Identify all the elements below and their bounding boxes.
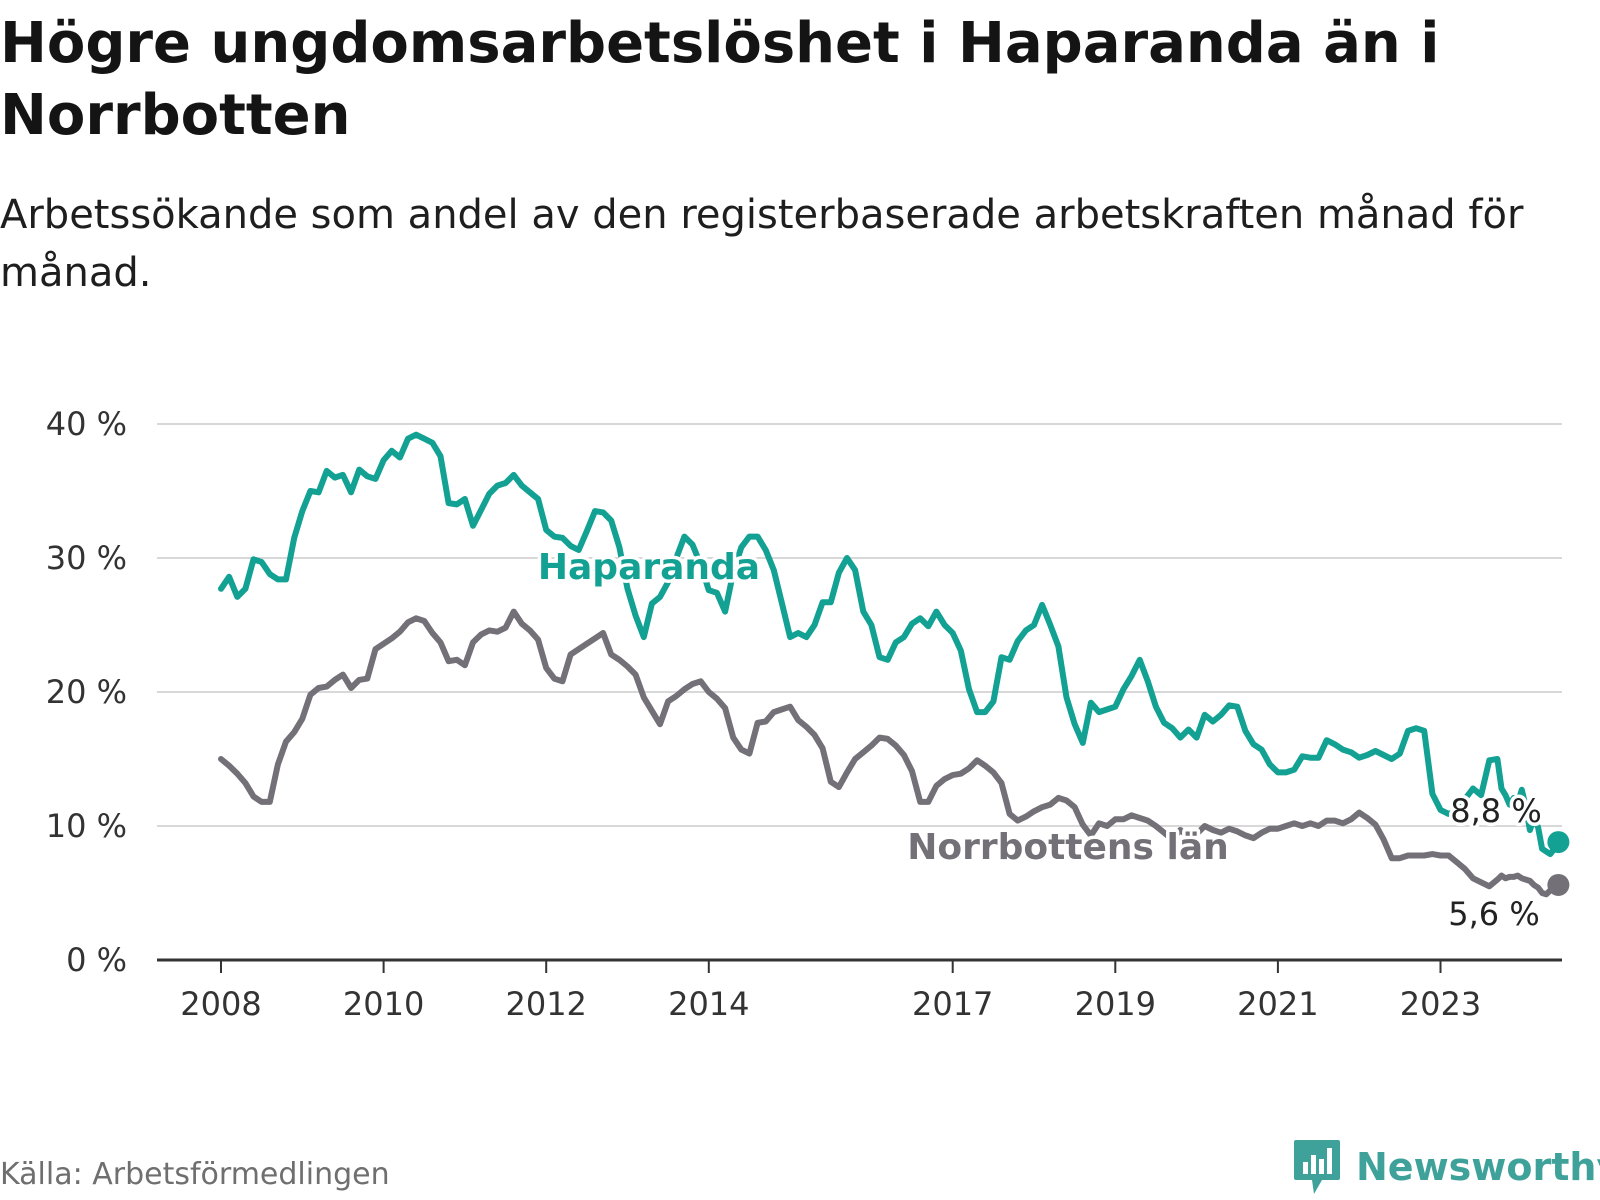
series-line-haparanda [218,431,1562,858]
x-tick-label: 2008 [180,985,261,1023]
end-dot-haparanda [1547,831,1570,854]
y-tick-label: 20 % [46,673,127,711]
end-label-haparanda: 8,8 % [1450,792,1541,830]
y-tick-label: 40 % [46,405,127,443]
source-note: Källa: Arbetsförmedlingen [0,1157,390,1192]
x-tick-label: 2017 [912,985,993,1023]
newsworthy-brand-name: Newsworthy [1356,1145,1600,1189]
y-tick-label: 10 % [46,807,127,845]
x-tick-label: 2012 [505,985,586,1023]
series-label-norrbotten: Norrbottens län [907,827,1229,868]
series-lines [218,431,1570,898]
x-tick-label: 2021 [1237,985,1318,1023]
end-label-norrbotten: 5,6 % [1448,895,1539,933]
chart-title: Högre ungdomsarbetslöshet i Haparanda än… [0,11,1440,148]
series-labels: Haparanda Norrbottens län 8,8 % 5,6 % [534,544,1545,937]
grid-lines [157,423,1562,827]
x-tick-label: 2023 [1400,985,1481,1023]
x-tick-label: 2019 [1075,985,1156,1023]
series-label-haparanda: Haparanda [538,547,760,588]
x-axis: 2008 2010 2012 2014 2017 2019 2021 2023 [157,958,1562,1023]
y-axis-tick-labels: 0 % 10 % 20 % 30 % 40 % [46,405,127,979]
x-tick-label: 2014 [668,985,749,1023]
y-tick-label: 0 % [66,941,127,979]
y-tick-label: 30 % [46,539,127,577]
series-line-norrbotten [218,608,1562,898]
chart-subtitle: Arbetssökande som andel av den registerb… [0,192,1524,296]
newsworthy-logo: Newsworthy [1292,1138,1600,1196]
x-tick-label: 2010 [343,985,424,1023]
end-dot-norrbotten [1547,873,1570,896]
newsworthy-logo-icon [1294,1140,1340,1194]
